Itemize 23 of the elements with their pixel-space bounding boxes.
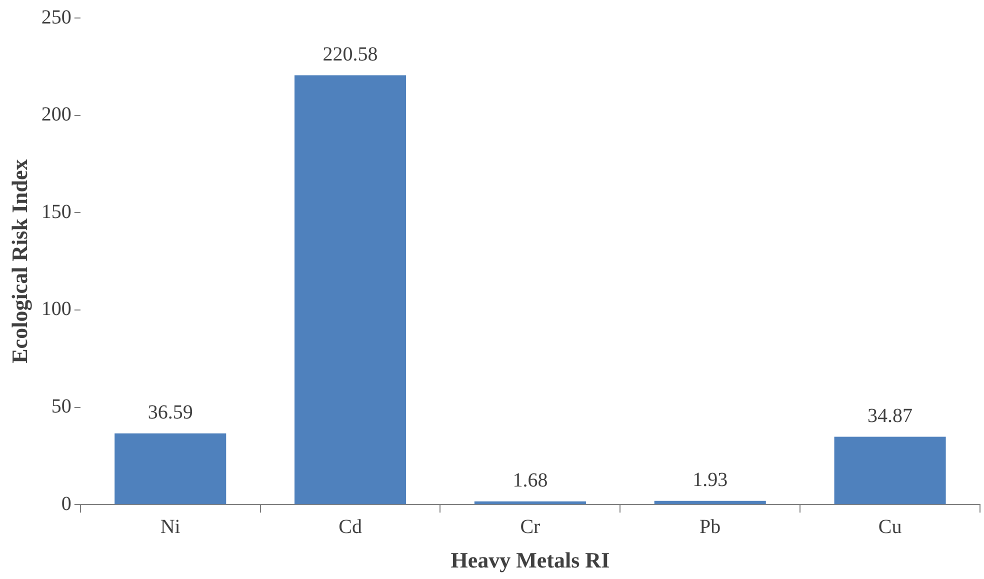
bar bbox=[114, 433, 226, 504]
y-tick-label: 0 bbox=[61, 492, 72, 515]
data-label: 36.59 bbox=[148, 402, 193, 424]
y-tick-label: 250 bbox=[41, 6, 72, 28]
data-label: 34.87 bbox=[868, 404, 913, 427]
data-label: 1.68 bbox=[512, 470, 548, 492]
y-tick-label: 50 bbox=[51, 396, 72, 418]
x-tick-label: Cu bbox=[878, 516, 902, 538]
y-axis-title: Ecological Risk Index bbox=[6, 159, 32, 364]
x-axis-title: Heavy Metals RI bbox=[450, 547, 610, 572]
y-tick-label: 200 bbox=[41, 104, 72, 126]
bar bbox=[474, 501, 586, 504]
x-tick-label: Cr bbox=[520, 516, 541, 538]
y-tick-label: 150 bbox=[41, 200, 72, 223]
bar bbox=[294, 75, 406, 504]
data-label: 220.58 bbox=[322, 44, 378, 66]
y-tick-label: 100 bbox=[41, 298, 72, 320]
x-tick-label: Cd bbox=[338, 516, 362, 538]
data-label: 1.93 bbox=[692, 469, 728, 492]
bar bbox=[654, 500, 766, 504]
bar bbox=[834, 436, 946, 504]
x-tick-label: Ni bbox=[160, 516, 181, 538]
x-tick-label: Pb bbox=[700, 516, 721, 538]
